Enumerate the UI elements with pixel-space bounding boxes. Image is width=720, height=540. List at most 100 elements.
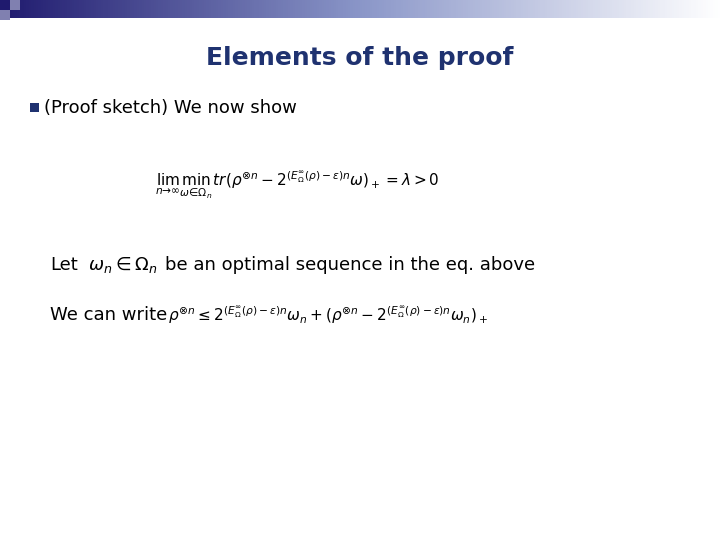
Bar [497,0,499,18]
Bar [43,0,45,18]
Bar [199,0,202,18]
Bar [266,0,269,18]
Bar [590,0,593,18]
Bar [72,0,74,18]
Bar [338,0,341,18]
Bar [245,0,247,18]
Bar [562,0,564,18]
Bar [547,0,549,18]
Bar [528,0,531,18]
Bar [168,0,171,18]
Bar [398,0,401,18]
Bar [367,0,369,18]
Bar [158,0,161,18]
Bar [387,0,389,18]
Bar [175,0,178,18]
Bar [130,0,132,18]
Bar [187,0,189,18]
Bar [94,0,96,18]
Bar [485,0,487,18]
Bar [360,0,362,18]
Bar [293,0,295,18]
Bar [81,0,84,18]
Bar [396,0,398,18]
Bar [17,0,19,18]
Bar [657,0,660,18]
Bar [192,0,194,18]
Bar [643,0,646,18]
Bar [264,0,266,18]
Bar [14,0,17,18]
Bar [115,0,117,18]
Bar [166,0,168,18]
Bar [149,0,151,18]
Bar [475,0,477,18]
Bar [686,0,689,18]
Bar [135,0,137,18]
Bar [513,0,516,18]
Bar [379,0,382,18]
Bar [554,0,557,18]
Bar [243,0,245,18]
Bar [629,0,631,18]
Bar [202,0,204,18]
Bar [216,0,218,18]
Bar [96,0,99,18]
Bar [214,0,216,18]
Bar [305,0,307,18]
Bar [30,103,39,112]
Bar [173,0,175,18]
Bar [624,0,626,18]
Bar [36,0,38,18]
Bar [549,0,552,18]
Bar [574,0,576,18]
Bar [271,0,274,18]
Bar [22,0,24,18]
Bar [569,0,571,18]
Bar [310,0,312,18]
Bar [408,0,410,18]
Bar [677,0,679,18]
Bar [58,0,60,18]
Bar [290,0,293,18]
Bar [254,0,257,18]
Bar [696,0,698,18]
Bar [444,0,446,18]
Bar [598,0,600,18]
Bar [427,0,430,18]
Bar [302,0,305,18]
Bar [252,0,254,18]
Bar [667,0,670,18]
Bar [2,0,5,18]
Bar [523,0,526,18]
Bar [665,0,667,18]
Bar [89,0,91,18]
Bar [689,0,691,18]
Bar [612,0,614,18]
Bar [63,0,65,18]
Bar [276,0,279,18]
Bar [648,0,650,18]
Bar [178,0,180,18]
Bar [682,0,684,18]
Bar [382,0,384,18]
Bar [461,0,463,18]
Bar [74,0,77,18]
Bar [701,0,703,18]
Bar [79,0,81,18]
Bar [441,0,444,18]
Bar [468,0,470,18]
Bar [473,0,475,18]
Bar [86,0,89,18]
Bar [353,0,355,18]
Bar [207,0,209,18]
Bar [163,0,166,18]
Bar [365,0,367,18]
Bar [415,0,418,18]
Bar [142,0,144,18]
Bar [261,0,264,18]
Bar [122,0,125,18]
Bar [614,0,617,18]
Bar [576,0,578,18]
Bar [641,0,643,18]
